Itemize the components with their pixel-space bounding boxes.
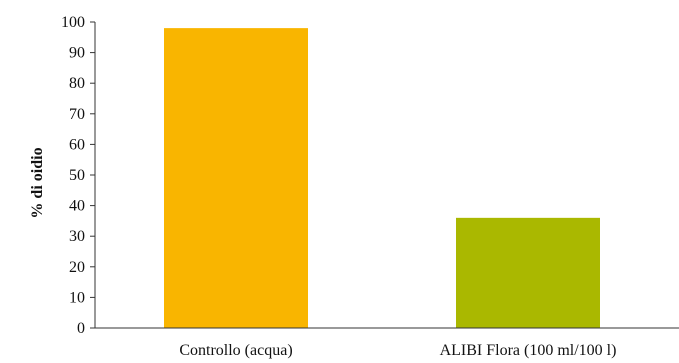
y-tick-label: 50 [69, 167, 85, 184]
y-tick-label: 20 [69, 259, 85, 276]
y-tick-label: 40 [69, 198, 85, 215]
y-tick-label: 80 [69, 75, 85, 92]
y-tick-label: 30 [69, 228, 85, 245]
x-category-label: ALIBI Flora (100 ml/100 l) [440, 342, 617, 359]
bar [164, 28, 308, 329]
y-tick-label: 100 [61, 14, 85, 31]
y-axis-title: % di oidio [29, 147, 46, 218]
category-labels: Controllo (acqua) ALIBI Flora (100 ml/100… [179, 342, 616, 359]
y-axis-ticks: 0 10 20 30 40 50 60 70 80 90 100 [61, 14, 95, 337]
bars [164, 28, 600, 329]
y-tick-label: 70 [69, 106, 85, 123]
bar [456, 217, 600, 328]
y-tick-label: 10 [69, 289, 85, 306]
y-tick-label: 0 [77, 320, 85, 337]
x-category-label: Controllo (acqua) [179, 342, 292, 359]
y-tick-label: 90 [69, 45, 85, 62]
y-tick-label: 60 [69, 136, 85, 153]
